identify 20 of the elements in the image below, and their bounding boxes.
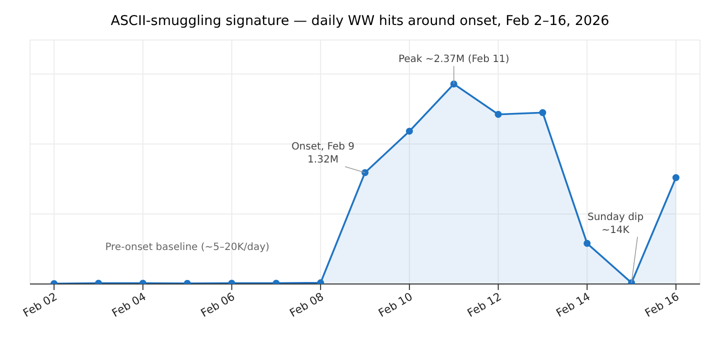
annotation: Sunday dip ~14K [587, 212, 644, 236]
point [494, 110, 502, 118]
x-tick-label: Feb 12 [465, 290, 504, 320]
x-tick-label: Feb 04 [110, 290, 148, 320]
annotation: Onset, Feb 9 1.32M [291, 142, 355, 166]
point [584, 240, 591, 247]
x-tick-label: Feb 02 [20, 290, 60, 320]
point [450, 80, 458, 88]
point [672, 174, 680, 182]
x-tick-label: Feb 10 [376, 290, 415, 320]
x-tick-label: Feb 14 [554, 290, 593, 320]
x-tick-label: Feb 06 [198, 290, 238, 320]
x-tick-label: Feb 16 [642, 290, 682, 320]
x-tick-label: Feb 08 [287, 290, 326, 320]
annotation: Pre-onset baseline (~5–20K/day) [105, 242, 270, 253]
point [539, 109, 546, 116]
point [362, 169, 368, 176]
point [406, 128, 413, 135]
chart-title: ASCII-smuggling signature — daily WW hits around onset, Feb 2–16, 2026 [110, 12, 610, 31]
annotation: Peak ~2.37M (Feb 11) [398, 54, 510, 65]
